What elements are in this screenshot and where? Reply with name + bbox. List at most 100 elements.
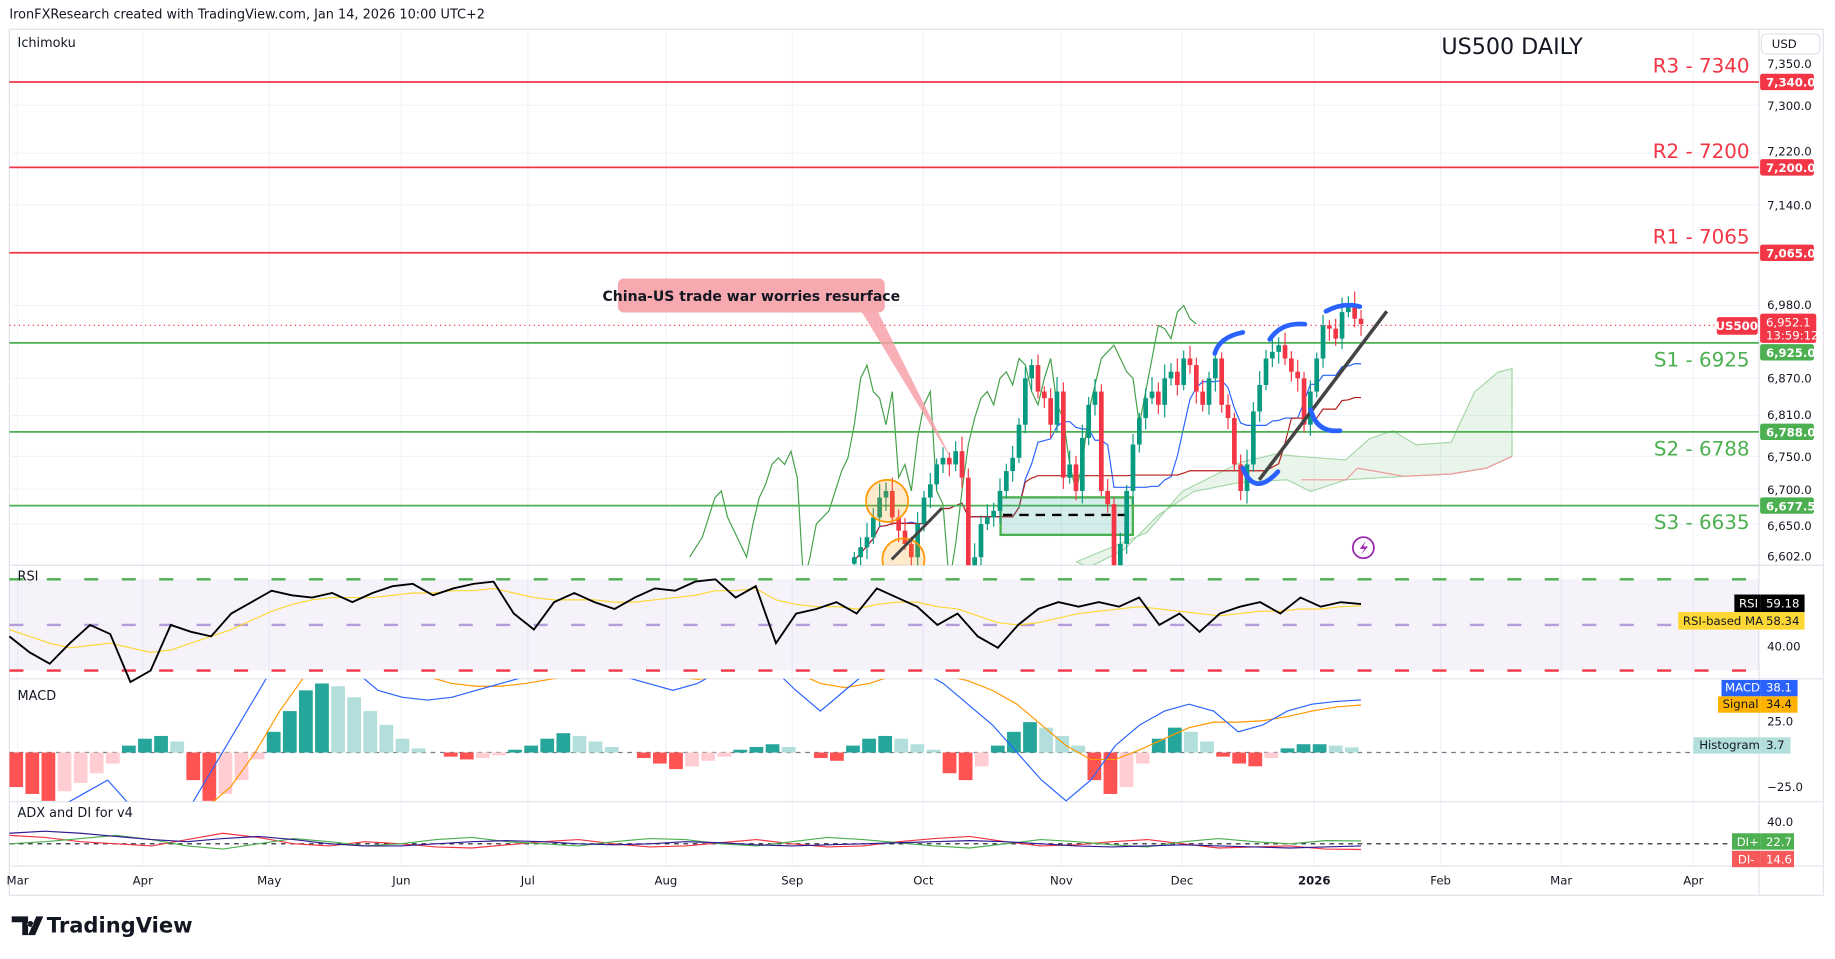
candle-body [1251,411,1256,465]
arc-marker[interactable] [1240,465,1281,486]
chart-title: US500 DAILY [1441,34,1583,60]
drawings[interactable] [999,496,1135,537]
signal-line [212,678,1362,802]
di-plus-value: 22.7 [1766,835,1792,849]
candle-body [1346,305,1351,313]
histogram-bar [1007,731,1021,753]
candle-body [1181,358,1187,385]
candle-body [902,530,908,544]
candle-body [1301,378,1307,425]
histogram-bar [363,711,378,753]
arc-marker[interactable] [1308,407,1343,434]
candle-body [921,497,927,525]
candle-body [1213,358,1218,379]
histogram-bar [701,752,716,761]
price-tick: 7,350.0 [1767,57,1812,71]
time-tick: Jun [391,874,410,888]
indicator-label-ichimoku[interactable]: Ichimoku [18,36,76,51]
rsi-value: 59.18 [1766,596,1799,610]
histogram-bar [170,741,185,753]
price-tick: 6,980.0 [1767,298,1812,312]
candle-body [1079,437,1085,491]
histogram-bar [89,752,104,774]
histogram-bar [813,752,828,759]
histogram-bar [122,745,136,753]
histogram-bar [282,711,297,753]
lightning-glyph [1359,540,1369,555]
candle-body [972,557,977,566]
level-label: S1 - 6925 [1654,348,1750,371]
adx-title[interactable]: ADX and DI for v4 [18,806,133,821]
histogram-bar [974,752,989,767]
candle-body [1156,391,1161,405]
histogram-bar [556,733,571,753]
histogram-bar [1184,731,1198,753]
rsi-lines [8,578,1362,684]
histogram-bar [1119,752,1134,788]
time-tick: Jul [520,874,535,888]
candle-body [1187,358,1193,366]
macd-plot [9,678,1362,802]
chikou-line [689,304,1197,566]
candle-body [1358,318,1364,325]
candle-body [1124,490,1130,544]
di-minus-line [9,832,1362,851]
adx-plot [9,830,1362,851]
bar-countdown: 13:59:12 [1766,328,1819,342]
currency-button[interactable] [1760,33,1821,55]
candle-body [1263,358,1269,385]
highlight-circle[interactable] [865,478,910,523]
chart-frame [8,28,1824,896]
histogram-bar [9,752,24,788]
rsi-line [8,578,1362,684]
histogram-bar [266,731,281,753]
candle-body [940,457,946,465]
trendline[interactable] [890,506,944,561]
candle-body [877,497,882,518]
macd-title[interactable]: MACD [18,689,57,704]
histogram-bar [765,744,780,753]
candle-body [1327,325,1332,329]
candle-body [959,451,965,478]
callout-pointer [861,311,954,464]
trendline[interactable] [1257,310,1389,481]
price-tick: 7,220.0 [1767,145,1812,159]
histogram-bar [1200,741,1214,753]
level-badge-value: 7,065.0 [1766,246,1816,260]
price-tick: 6,700.0 [1767,483,1812,497]
candle-body [953,451,958,465]
candle-body [1098,391,1104,491]
price-tick: 7,140.0 [1767,199,1812,213]
candle-body [1289,358,1294,372]
candle-body [1219,358,1225,405]
callout-box[interactable] [617,278,885,313]
histogram-bar [1071,745,1086,753]
level-badge [1760,423,1814,441]
level-badge [1760,244,1814,261]
candle-body [1022,378,1028,425]
candle-body [896,517,901,531]
time-axis[interactable]: Mar Apr May Jun Jul Aug Sep Oct Nov Dec 2026 Feb Mar… [7,874,1704,888]
arc-marker[interactable] [1267,321,1308,342]
candle-body [997,490,1003,511]
price-tick: 6,750.0 [1767,450,1812,464]
time-tick: Apr [1683,874,1703,888]
time-tick: Sep [781,874,803,888]
level-label: R3 - 7340 [1653,55,1750,78]
rsi-ma-label: RSI-based MA [1683,614,1763,628]
candle-body [1111,504,1117,566]
price-tick: 6,870.0 [1767,372,1812,386]
candle-body [1003,471,1009,491]
histogram-bar [604,746,619,753]
price-axis[interactable]: 7,350.0 7,300.0 7,220.0 7,140.0 6,980.0 … [1767,57,1812,564]
arc-marker[interactable] [1212,330,1246,356]
tradingview-logo[interactable]: TradingView [11,913,193,938]
drawings-top[interactable]: China-US trade war worries resurface [602,278,1389,581]
di-plus-label: DI+ [1737,835,1759,849]
rsi-title[interactable]: RSI [18,569,39,584]
level-badge-value: 6,677.5 [1766,499,1816,513]
histogram-bar [41,752,56,801]
histogram-bar [1248,752,1263,767]
arc-marker[interactable] [1323,302,1363,314]
